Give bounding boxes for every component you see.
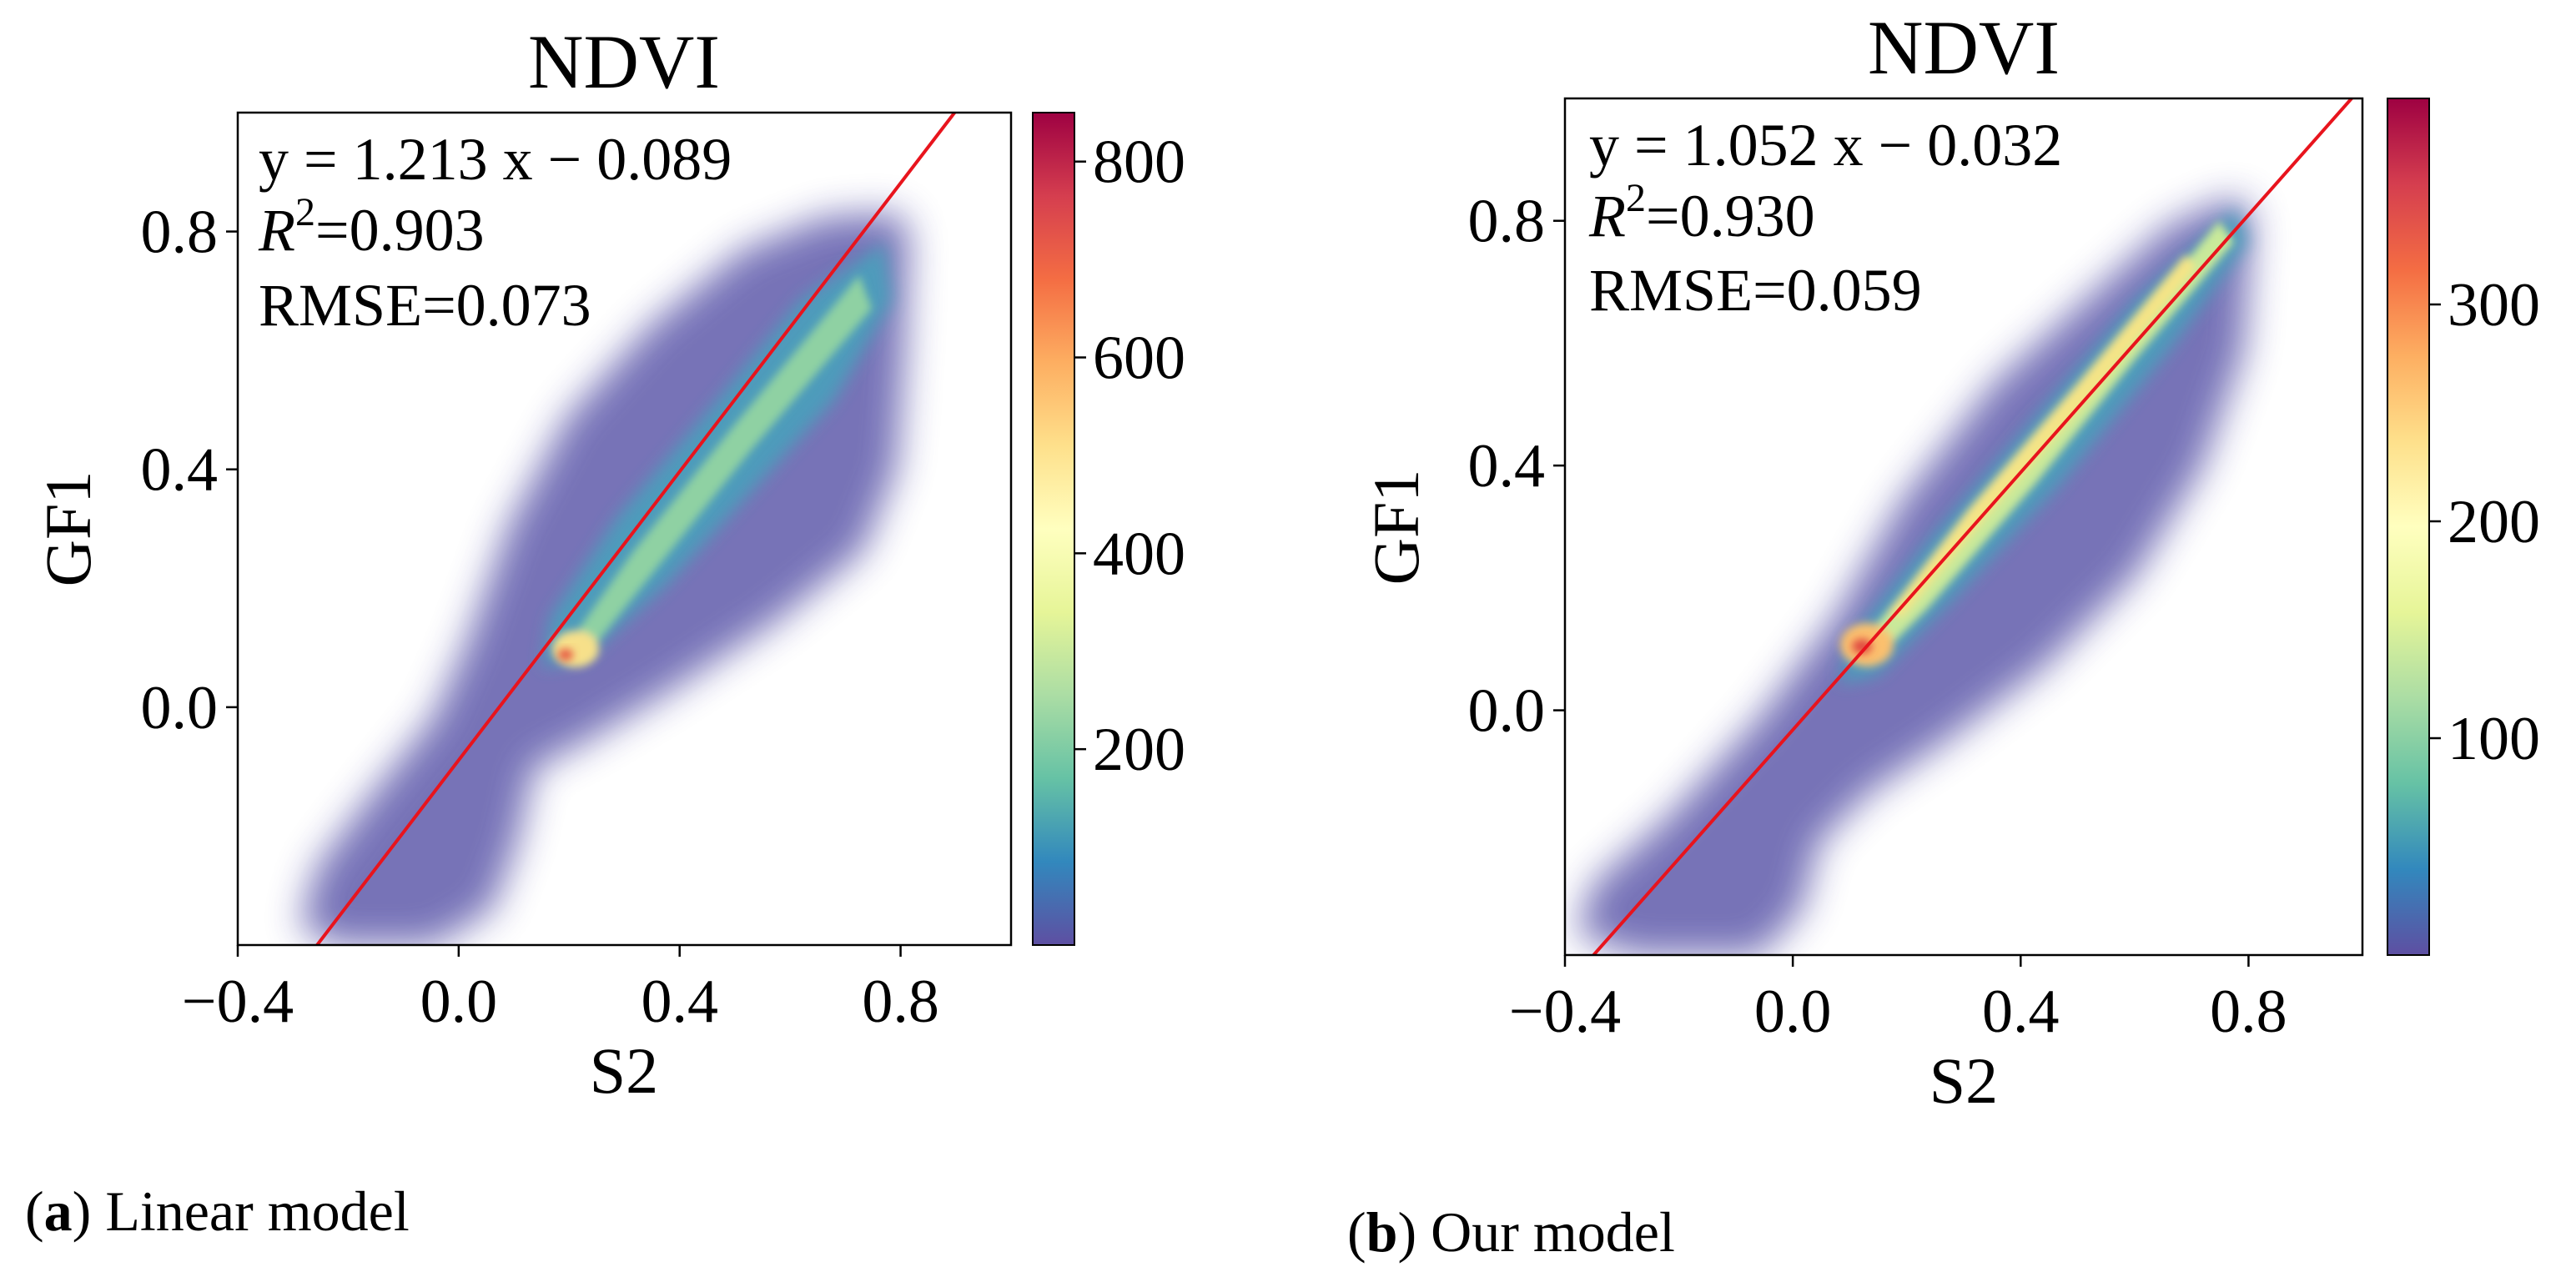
panel-b-ytick-label: 0.4 — [1468, 432, 1546, 500]
panel-a-colorbar-tick-label: 600 — [1093, 324, 1185, 393]
panel-a-equation: y = 1.213 x − 0.089 — [259, 126, 732, 193]
panel-b-colorbar-ticks: 100 200 300 — [2429, 271, 2540, 773]
panel-a-colorbar — [1032, 112, 1075, 946]
panel-b-colorbar-tick-label: 100 — [2448, 705, 2540, 773]
panel-a-axes-frame — [236, 111, 1013, 947]
panel-a-xlabel: S2 — [590, 1034, 658, 1107]
panel-a-colorbar-tick-label: 800 — [1093, 128, 1185, 197]
panel-b-colorbar-tick-label: 300 — [2448, 271, 2540, 339]
panel-a-colorbar-tick-label: 400 — [1093, 520, 1185, 588]
panel-a-xtick-label: −0.4 — [182, 968, 294, 1036]
panel-b-xtick-label: 0.8 — [2210, 978, 2287, 1046]
panel-b-density — [1577, 98, 2354, 955]
panel-b-fit-line — [1591, 98, 2354, 955]
panel-a-colorbar-tick-label: 200 — [1093, 716, 1185, 784]
panel-a-r2: R2=0.903 — [258, 190, 485, 264]
panel-a: NDVI y = 1.213 x − 0.089 R2=0.903 RMSE=0… — [25, 19, 1185, 1243]
panel-a-caption: (a) Linear model — [25, 1179, 410, 1243]
panel-b-xlabel: S2 — [1929, 1044, 1998, 1117]
panel-a-ytick-label: 0.0 — [141, 674, 219, 742]
panel-b-caption: (b) Our model — [1347, 1200, 1675, 1264]
panel-b-xtick-label: 0.4 — [1982, 978, 2060, 1046]
panel-b-axes-frame — [1563, 97, 2364, 957]
panel-a-xtick-label: 0.8 — [862, 968, 939, 1036]
panel-a-title: NDVI — [528, 19, 720, 104]
panel-a-colorbar-ticks: 200 400 600 800 — [1074, 128, 1185, 784]
panel-b-r2: R2=0.930 — [1588, 176, 1815, 249]
panel-a-xtick-label: 0.4 — [641, 968, 718, 1036]
panel-a-ytick-label: 0.4 — [141, 436, 219, 505]
panel-a-fit-line — [314, 113, 957, 945]
panel-b-ylabel: GF1 — [1360, 470, 1432, 586]
panel-b-colorbar — [2387, 98, 2430, 956]
panel-a-rmse: RMSE=0.073 — [259, 272, 591, 339]
panel-a-density — [300, 113, 957, 945]
panel-a-cloud-ridge — [561, 275, 872, 659]
panel-b-colorbar-tick-label: 200 — [2448, 488, 2540, 556]
panel-b-ytick-label: 0.8 — [1468, 188, 1546, 256]
panel-b-ytick-label: 0.0 — [1468, 677, 1546, 746]
panel-a-ylabel: GF1 — [32, 471, 104, 587]
panel-b-title: NDVI — [1868, 5, 2060, 90]
panel-b-rmse: RMSE=0.059 — [1589, 257, 1922, 324]
panel-a-ytick-label: 0.8 — [141, 199, 219, 267]
panel-b-xtick-label: 0.0 — [1754, 978, 1832, 1046]
panel-a-annotation: y = 1.213 x − 0.089 R2=0.903 RMSE=0.073 — [258, 126, 732, 339]
panel-b-xtick-label: −0.4 — [1509, 978, 1621, 1046]
panel-a-xtick-label: 0.0 — [420, 968, 498, 1036]
panel-b: NDVI y = 1.052 x − 0.032 R2=0.930 RMSE=0… — [1347, 5, 2540, 1264]
panel-b-annotation: y = 1.052 x − 0.032 R2=0.930 RMSE=0.059 — [1588, 112, 2062, 324]
panel-a-ticks: −0.4 0.0 0.4 0.8 0.0 0.4 0.8 — [141, 199, 939, 1036]
panel-b-equation: y = 1.052 x − 0.032 — [1589, 112, 2062, 178]
panel-a-density-peak — [552, 631, 599, 667]
panel-b-ticks: −0.4 0.0 0.4 0.8 0.0 0.4 0.8 — [1468, 188, 2287, 1046]
